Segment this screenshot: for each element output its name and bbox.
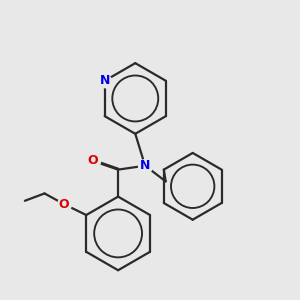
Text: N: N xyxy=(100,74,110,87)
Text: O: O xyxy=(87,154,98,167)
Text: N: N xyxy=(140,159,150,172)
Text: O: O xyxy=(59,198,70,211)
